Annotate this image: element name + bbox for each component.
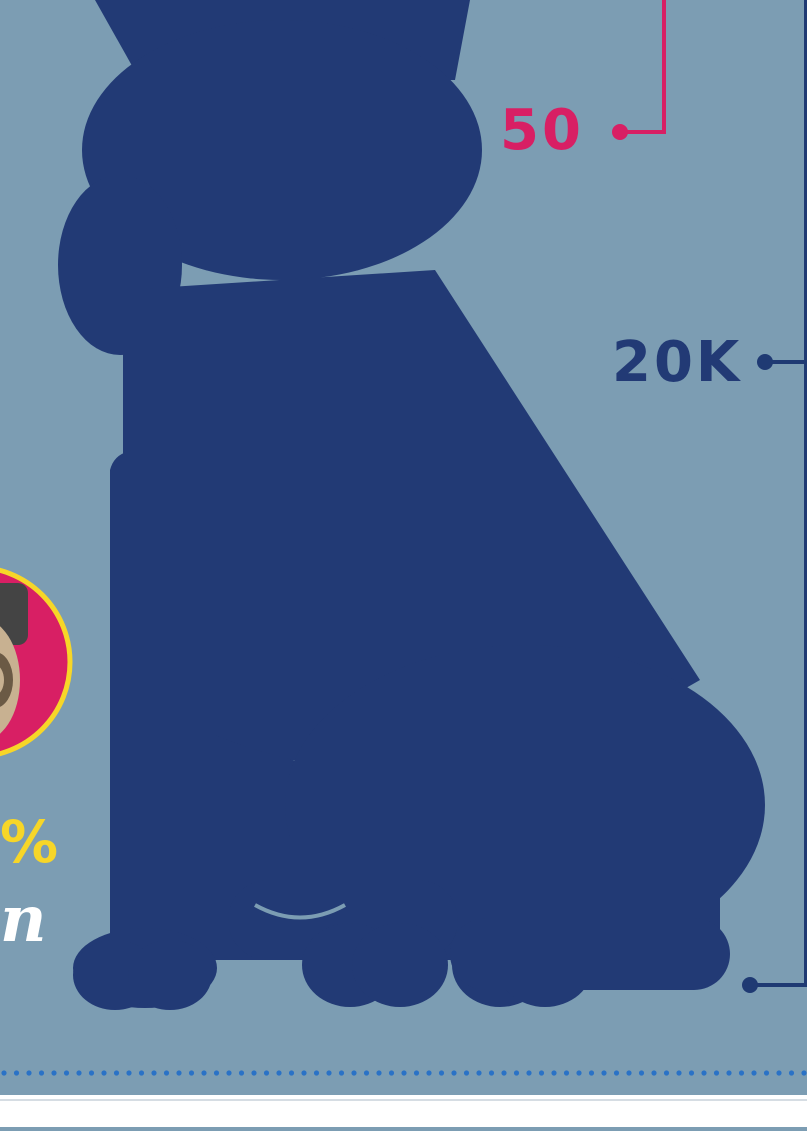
divider-dot — [151, 1070, 157, 1076]
dog-silhouette — [58, 0, 765, 1010]
divider-dot — [338, 1070, 345, 1076]
divider-dot — [651, 1070, 657, 1076]
divider-dot — [376, 1070, 382, 1076]
divider-dot — [88, 1070, 95, 1076]
divider-dot — [188, 1070, 195, 1076]
divider-dot — [426, 1070, 432, 1076]
divider-dot — [351, 1070, 357, 1076]
divider-dot — [201, 1070, 207, 1076]
divider-dot — [226, 1070, 232, 1076]
divider-dot — [688, 1070, 695, 1076]
divider-dot — [38, 1070, 45, 1076]
height-marker-20k — [742, 0, 807, 993]
height-label-large: 20K — [612, 330, 743, 395]
divider-dot — [276, 1070, 282, 1076]
divider-dot — [1, 1070, 7, 1076]
divider-dot — [676, 1070, 682, 1076]
divider-dot — [488, 1070, 495, 1076]
divider-dot — [563, 1070, 570, 1076]
divider-dot — [451, 1070, 457, 1076]
divider-dot — [801, 1070, 807, 1076]
divider-dot — [263, 1070, 270, 1076]
divider-dot — [251, 1070, 257, 1076]
divider-dot — [476, 1070, 482, 1076]
divider-dot — [701, 1070, 707, 1076]
divider-dot — [51, 1070, 57, 1076]
divider-dot — [551, 1070, 557, 1076]
divider-dot — [113, 1070, 120, 1076]
divider-dot — [388, 1070, 395, 1076]
divider-dot — [288, 1070, 295, 1076]
divider-dot — [176, 1070, 182, 1076]
divider-dot — [788, 1070, 795, 1076]
divider-dot — [213, 1070, 220, 1076]
divider-dot — [601, 1070, 607, 1076]
divider-dot — [613, 1070, 620, 1076]
divider-dot — [63, 1070, 70, 1076]
divider-dot — [463, 1070, 470, 1076]
divider-dot — [738, 1070, 745, 1076]
divider-dot — [238, 1070, 245, 1076]
dotted-divider — [1, 1070, 807, 1076]
divider-dot — [401, 1070, 407, 1076]
divider-dot — [576, 1070, 582, 1076]
height-marker-50 — [612, 0, 666, 140]
divider-dot — [501, 1070, 507, 1076]
pug-face-icon — [0, 567, 73, 757]
divider-dot — [513, 1070, 520, 1076]
divider-dot — [138, 1070, 145, 1076]
divider-dot — [438, 1070, 445, 1076]
stat-percent-fragment: % — [0, 808, 62, 876]
divider-dot — [626, 1070, 632, 1076]
stat-caption-fragment: n — [0, 882, 47, 957]
divider-dot — [526, 1070, 532, 1076]
divider-dot — [413, 1070, 420, 1076]
divider-dot — [663, 1070, 670, 1076]
divider-dot — [301, 1070, 307, 1076]
divider-dot — [588, 1070, 595, 1076]
divider-dot — [763, 1070, 770, 1076]
divider-dot — [538, 1070, 545, 1076]
divider-dot — [638, 1070, 645, 1076]
divider-dot — [13, 1070, 20, 1076]
divider-dot — [363, 1070, 370, 1076]
divider-dot — [776, 1070, 782, 1076]
divider-dot — [163, 1070, 170, 1076]
divider-dot — [713, 1070, 720, 1076]
divider-dot — [313, 1070, 320, 1076]
divider-dot — [76, 1070, 82, 1076]
divider-dot — [751, 1070, 757, 1076]
height-label-small: 50 — [500, 98, 584, 163]
leg-gap — [254, 903, 346, 920]
divider-dot — [26, 1070, 32, 1076]
divider-dot — [726, 1070, 732, 1076]
divider-dot — [326, 1070, 332, 1076]
divider-dot — [101, 1070, 107, 1076]
divider-dot — [126, 1070, 132, 1076]
